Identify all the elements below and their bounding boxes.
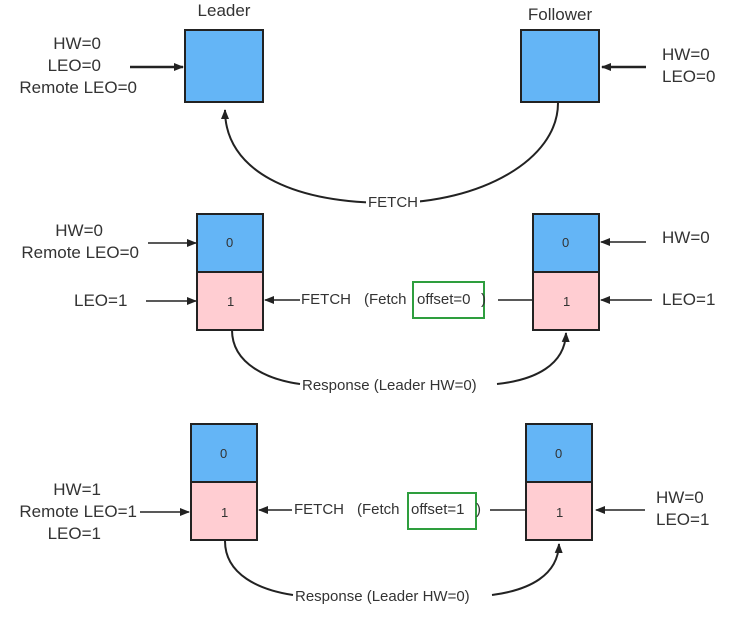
leader-log-cell-0: 0 — [196, 213, 264, 273]
leader-log-offset-1: 1 — [227, 294, 235, 309]
follower-log-offset-0: 0 — [562, 235, 570, 250]
response-label-row2: Response (Leader HW=0) — [302, 376, 477, 396]
leader-remote-leo-label-row2: Remote LEO=0 — [21, 243, 139, 262]
leader-log-offset-0: 0 — [226, 235, 234, 250]
follower-log-cell-0-row3: 0 — [525, 423, 593, 483]
leader-remote-leo-label: Remote LEO=0 — [19, 78, 137, 97]
follower-log-offset-0-row3: 0 — [555, 446, 563, 461]
offset-highlight-row3 — [407, 492, 477, 530]
leader-box — [184, 29, 264, 103]
follower-hw-label-row3: HW=0 — [656, 488, 704, 507]
fetch-label-row1: FETCH — [366, 193, 420, 213]
leader-log-cell-1-row3: 1 — [190, 481, 258, 541]
leader-log-cell-0-row3: 0 — [190, 423, 258, 483]
leader-hw-label-row2: HW=0 — [55, 221, 103, 240]
follower-hw-label: HW=0 — [662, 45, 710, 64]
leader-remote-leo-label-row3: Remote LEO=1 — [19, 502, 137, 521]
fetch-label-row2: FETCH — [301, 290, 351, 310]
follower-title: Follower — [527, 5, 593, 24]
fetch-paren-open-row2: (Fetch — [364, 290, 407, 310]
fetch-offset-row3: offset=1 — [411, 501, 465, 518]
fetch-offset-row2: offset=0 — [417, 291, 471, 308]
follower-log-offset-1: 1 — [563, 294, 571, 309]
fetch-paren-close-row2: ) — [481, 291, 486, 308]
leader-hw-label: HW=0 — [53, 34, 101, 53]
follower-leo-label-row2: LEO=1 — [662, 290, 716, 309]
response-label-row3: Response (Leader HW=0) — [295, 587, 470, 607]
leader-log-offset-1-row3: 1 — [221, 505, 229, 520]
follower-log-cell-1: 1 — [532, 271, 600, 331]
response-curve-row2 — [231, 330, 566, 385]
offset-highlight-row2 — [412, 281, 485, 319]
fetch-paren-close-row3: ) — [476, 501, 481, 518]
leader-title: Leader — [197, 1, 251, 20]
follower-log-offset-1-row3: 1 — [556, 505, 564, 520]
fetch-curve-row1 — [221, 102, 559, 205]
follower-box — [520, 29, 600, 103]
follower-log-cell-1-row3: 1 — [525, 481, 593, 541]
leader-leo-label: LEO=0 — [47, 56, 101, 75]
leader-hw-label-row3: HW=1 — [53, 480, 101, 499]
leader-log-cell-1: 1 — [196, 271, 264, 331]
follower-hw-label-row2: HW=0 — [662, 228, 710, 247]
fetch-label-row3: FETCH — [294, 500, 344, 520]
leader-log-offset-0-row3: 0 — [220, 446, 228, 461]
follower-log-cell-0: 0 — [532, 213, 600, 273]
leader-leo-label-row2: LEO=1 — [74, 291, 128, 310]
response-curve-row3 — [224, 541, 559, 596]
fetch-paren-open-row3: (Fetch — [357, 500, 400, 520]
follower-leo-label-row3: LEO=1 — [656, 510, 710, 529]
leader-leo-label-row3: LEO=1 — [47, 524, 101, 543]
follower-leo-label: LEO=0 — [662, 67, 716, 86]
